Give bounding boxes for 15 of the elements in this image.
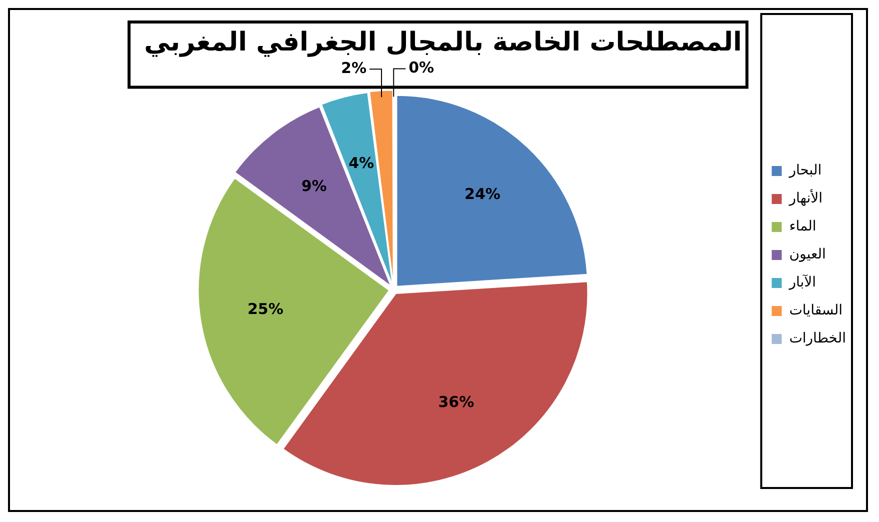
text: 0% xyxy=(408,58,434,77)
legend-label: العيون xyxy=(789,246,826,263)
legend-label: السقايات xyxy=(789,302,843,319)
data-label: 36% xyxy=(438,393,474,412)
legend-label: الآبار xyxy=(788,274,816,291)
data-label: 9% xyxy=(301,176,327,195)
legend-label: الخطارات xyxy=(789,330,846,347)
data-label: 4% xyxy=(348,154,374,172)
legend-label: البحار xyxy=(788,162,822,179)
data-label: 24% xyxy=(464,184,500,203)
legend-label: الأنهار xyxy=(788,188,822,207)
text: المصطلحات الخاصة بالمجال الجغرافي المغربي xyxy=(144,27,742,58)
legend-label: الماء xyxy=(789,218,816,235)
data-label: 2% xyxy=(341,58,366,77)
data-label: 25% xyxy=(247,300,284,318)
